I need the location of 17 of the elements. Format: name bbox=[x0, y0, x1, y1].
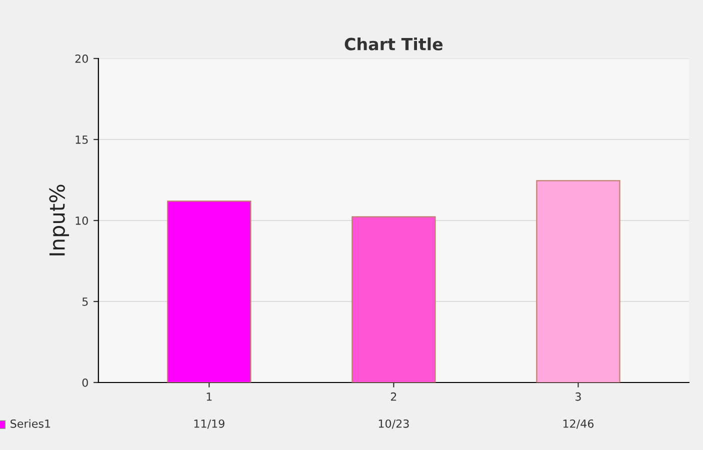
y-axis-title: Input% bbox=[49, 184, 70, 256]
y-tick-label: 15 bbox=[76, 136, 88, 144]
bar bbox=[536, 180, 620, 382]
chart-title: Chart Title bbox=[344, 38, 443, 50]
x-tick-label: 2 bbox=[390, 392, 396, 401]
data-label: 10/23 bbox=[378, 419, 409, 429]
bar bbox=[167, 200, 252, 382]
y-tick-label: 0 bbox=[82, 378, 88, 387]
y-tick-label: 5 bbox=[82, 298, 88, 306]
x-tick-label: 1 bbox=[206, 392, 212, 401]
legend-label: Series1 bbox=[10, 419, 50, 428]
y-tick-label: 20 bbox=[75, 54, 88, 63]
y-tick-label: 10 bbox=[76, 216, 88, 225]
bar bbox=[352, 216, 436, 382]
x-tick-label: 3 bbox=[576, 392, 581, 401]
data-label: 11/19 bbox=[194, 419, 224, 429]
data-label: 12/46 bbox=[563, 419, 594, 429]
